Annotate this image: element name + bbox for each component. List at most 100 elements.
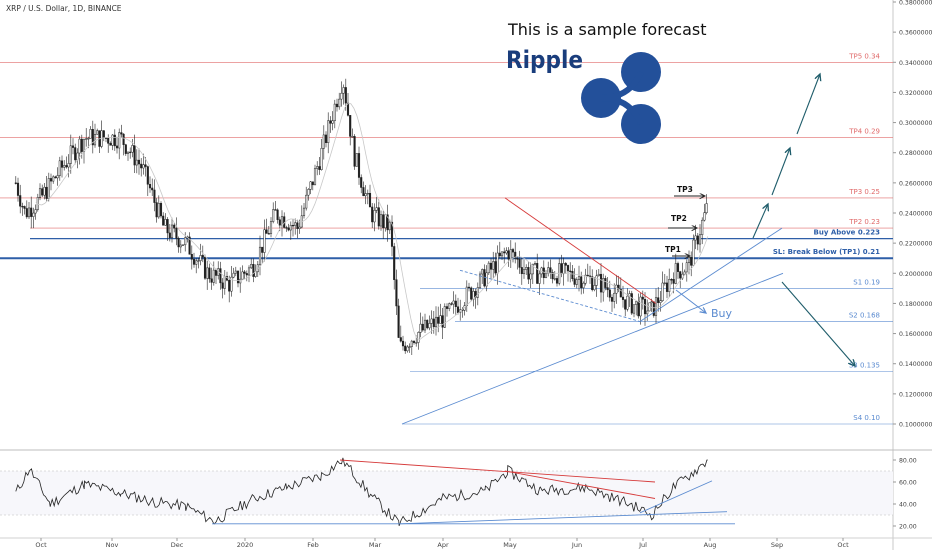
long-trendline <box>401 272 784 425</box>
candle-body <box>382 214 385 229</box>
candle-body <box>630 293 633 314</box>
candle-body <box>206 267 209 279</box>
candle-body <box>478 273 482 288</box>
candle-body <box>261 246 264 253</box>
candle-body <box>168 232 171 238</box>
candle-body <box>265 229 268 234</box>
candle-body <box>241 271 244 280</box>
candle-body <box>448 303 451 309</box>
candle-body <box>19 195 22 207</box>
candle-body <box>214 269 218 276</box>
candle-body <box>474 291 477 298</box>
candle-body <box>643 299 647 315</box>
candle-body <box>494 261 497 274</box>
candle-body <box>511 249 515 253</box>
candle-body <box>679 271 682 279</box>
annotation-tp1: TP1 <box>665 245 681 254</box>
candle-body <box>419 323 422 333</box>
candle-body <box>173 224 176 229</box>
candle-body <box>604 278 607 288</box>
candle-body <box>531 263 534 275</box>
candle-body <box>65 165 68 168</box>
candle-body <box>69 145 72 164</box>
candle-body <box>672 279 675 284</box>
candle-body <box>582 282 585 289</box>
rsi-line <box>15 457 708 527</box>
candle-body <box>412 340 416 343</box>
short-trendline <box>639 227 783 322</box>
time-tick-label: Mar <box>369 541 382 549</box>
level-label: S2 0.168 <box>849 312 880 320</box>
candle-body <box>536 263 539 284</box>
candle-body <box>239 278 242 284</box>
symbol-title: XRP / U.S. Dollar, 1D, BINANCE <box>6 4 122 13</box>
candle-body <box>518 259 521 268</box>
candle-body <box>230 276 233 292</box>
candle-body <box>58 160 61 176</box>
projection-arrow-tp5 <box>796 74 820 135</box>
candle-body <box>71 145 75 148</box>
candle-body <box>395 279 398 307</box>
candle-body <box>155 202 158 218</box>
candle-body <box>228 279 231 292</box>
candle-body <box>102 130 105 139</box>
candle-body <box>551 272 554 280</box>
candle-body <box>175 227 178 239</box>
candle-body <box>538 273 541 284</box>
candle-body <box>243 271 246 274</box>
time-tick-label: Dec <box>171 541 184 549</box>
candle-body <box>503 251 506 254</box>
candle-body <box>126 151 130 154</box>
candle-body <box>575 279 578 285</box>
candle-body <box>415 342 418 344</box>
candle-body <box>668 279 671 292</box>
candle-body <box>247 267 251 276</box>
candle-body <box>133 145 136 166</box>
buy-arrow <box>675 289 706 313</box>
time-tick-label: 2020 <box>237 541 254 549</box>
candle-body <box>437 316 440 324</box>
time-tick-label: Oct <box>837 541 849 549</box>
candle-body <box>553 278 556 280</box>
candle-body <box>294 222 297 226</box>
candle-body <box>555 278 559 284</box>
candle-body <box>390 221 394 247</box>
candle-body <box>615 284 618 294</box>
candle-body <box>148 184 152 189</box>
candle-body <box>63 165 66 168</box>
candle-body <box>500 251 504 257</box>
candle-body <box>646 310 649 315</box>
candle-body <box>307 189 310 196</box>
candle-body <box>595 275 598 286</box>
candle-body <box>452 300 455 305</box>
candle-body <box>606 287 609 291</box>
candle-body <box>96 130 99 135</box>
candle-body <box>366 192 369 195</box>
candle-body <box>195 260 198 265</box>
candle-body <box>571 271 574 279</box>
candle-body <box>641 296 644 300</box>
candle-body <box>659 300 662 303</box>
candle-body <box>285 227 288 229</box>
candle-body <box>485 272 488 287</box>
candle-body <box>111 134 114 146</box>
candle-body <box>74 147 77 161</box>
time-tick-label: Aug <box>704 541 717 549</box>
candle-body <box>562 263 565 275</box>
candle-body <box>181 244 185 246</box>
candle-body <box>298 226 301 229</box>
candle-body <box>632 304 636 314</box>
candle-body <box>685 262 688 273</box>
candle-body <box>696 235 699 245</box>
candle-body <box>27 207 31 218</box>
rsi-tick-label: 20.00 <box>899 524 917 531</box>
candle-body <box>577 276 581 280</box>
candle-body <box>45 186 48 199</box>
candle-body <box>349 115 352 137</box>
candle-body <box>454 300 457 308</box>
candle-body <box>327 120 330 143</box>
candle-body <box>423 319 427 331</box>
